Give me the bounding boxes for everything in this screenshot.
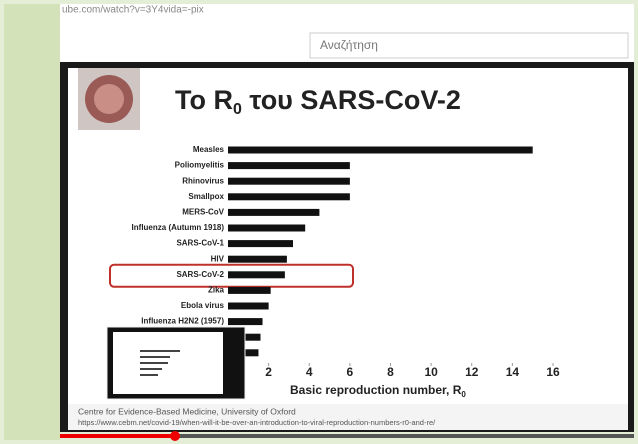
bar xyxy=(228,240,293,247)
y-tick-label: Zika xyxy=(208,286,225,295)
side-strip xyxy=(4,4,60,440)
title-sub: 0 xyxy=(233,101,242,118)
thumbnail-line xyxy=(140,362,168,364)
x-tick-label: 14 xyxy=(506,365,520,379)
y-tick-label: Poliomyelitis xyxy=(175,161,225,170)
slide-title: Το R0 του SARS-CoV-2 xyxy=(175,85,461,118)
virus-icon-core xyxy=(94,84,124,114)
bar xyxy=(228,209,319,216)
preview-thumbnail xyxy=(107,327,245,399)
bar xyxy=(228,256,287,263)
x-tick-label: 2 xyxy=(265,365,272,379)
bar xyxy=(228,318,263,325)
bar xyxy=(228,287,271,294)
bar xyxy=(228,193,350,200)
y-tick-label: Ebola virus xyxy=(181,301,225,310)
x-axis-label: Basic reproduction number, R0 xyxy=(290,383,466,399)
bar xyxy=(228,178,350,185)
thumbnail-line xyxy=(140,368,162,370)
y-tick-label: MERS-CoV xyxy=(182,208,224,217)
x-axis-label-text: Basic reproduction number, R xyxy=(290,383,462,397)
search-placeholder: Αναζήτηση xyxy=(320,38,378,52)
x-tick-label: 12 xyxy=(465,365,479,379)
bar xyxy=(228,147,533,154)
y-tick-label: Rhinovirus xyxy=(182,176,224,185)
bar xyxy=(228,225,305,232)
y-tick-label: Influenza H2N2 (1957) xyxy=(141,317,224,326)
y-tick-label: Measles xyxy=(193,145,225,154)
url: ube.com/watch?v=3Y4vida=-pix xyxy=(62,5,204,16)
y-tick-label: Influenza (Autumn 1918) xyxy=(132,223,225,232)
thumbnail-line xyxy=(140,356,170,358)
y-tick-label: SARS-CoV-2 xyxy=(176,270,224,279)
bar xyxy=(228,303,269,310)
x-axis-label-sub: 0 xyxy=(461,390,466,399)
progress-played xyxy=(60,434,175,438)
title-part: Το R xyxy=(175,85,233,115)
title-part: του SARS-CoV-2 xyxy=(242,85,461,115)
source-url: https://www.cebm.net/covid-19/when-will-… xyxy=(78,418,436,427)
x-tick-label: 4 xyxy=(306,365,313,379)
bar xyxy=(228,271,285,278)
source: Centre for Evidence-Based Medicine, Univ… xyxy=(78,406,296,416)
thumbnail-line xyxy=(140,350,180,352)
y-tick-label: HIV xyxy=(211,254,225,263)
x-tick-label: 16 xyxy=(546,365,560,379)
progress-handle[interactable] xyxy=(170,431,180,441)
bar xyxy=(228,162,350,169)
thumbnail-line xyxy=(140,374,158,376)
y-tick-label: Smallpox xyxy=(188,192,224,201)
x-tick-label: 10 xyxy=(424,365,438,379)
y-tick-label: SARS-CoV-1 xyxy=(176,239,224,248)
x-tick-label: 6 xyxy=(347,365,354,379)
x-tick-label: 8 xyxy=(387,365,394,379)
screenshot: ube.com/watch?v=3Y4vida=-pix Αναζήτηση Τ… xyxy=(0,0,638,444)
